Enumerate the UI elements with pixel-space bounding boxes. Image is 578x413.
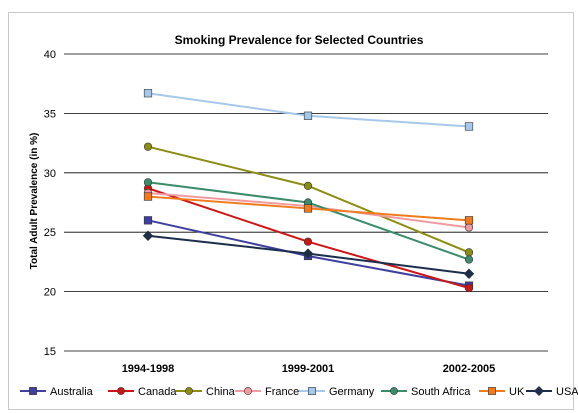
- chart-frame: [8, 12, 574, 410]
- data-point: [303, 204, 313, 213]
- x-tick-label: 1999-2001: [282, 363, 335, 375]
- legend-item: Australia: [20, 386, 94, 398]
- data-point: [303, 181, 313, 190]
- data-point: [143, 142, 153, 151]
- legend-item: UK: [479, 386, 525, 398]
- series-layer: [142, 89, 475, 293]
- legend-label: Canada: [138, 386, 177, 398]
- data-point: [390, 387, 398, 395]
- data-point: [185, 387, 193, 395]
- data-point: [303, 111, 313, 120]
- legend-label: Australia: [50, 386, 94, 398]
- legend-label: China: [206, 386, 236, 398]
- y-tick-label: 25: [44, 227, 56, 239]
- data-point: [143, 89, 153, 98]
- y-tick-label: 35: [44, 108, 56, 120]
- data-point: [488, 387, 496, 395]
- data-point: [143, 178, 153, 187]
- series-usa: [142, 230, 475, 280]
- chart-title: Smoking Prevalence for Selected Countrie…: [175, 33, 424, 47]
- legend-item: South Africa: [381, 386, 471, 398]
- data-point: [464, 283, 474, 293]
- data-point: [308, 387, 316, 395]
- series-germany: [143, 89, 474, 131]
- data-point: [464, 216, 474, 225]
- y-tick-label: 30: [44, 168, 56, 180]
- y-axis-label: Total Adult Prevalence (in %): [29, 133, 40, 270]
- legend-label: UK: [509, 386, 525, 398]
- series-canada: [143, 184, 474, 293]
- legend-label: South Africa: [411, 386, 471, 398]
- data-point: [143, 216, 153, 225]
- legend-label: USA: [556, 386, 578, 398]
- data-point: [463, 268, 475, 280]
- grid-layer: 15 20 25 30 35 40 1994-1998 1999-2001 2002-2005: [44, 49, 548, 375]
- data-point: [464, 255, 474, 264]
- legend-label: France: [265, 386, 299, 398]
- x-tick-label: 1994-1998: [122, 363, 175, 375]
- data-point: [303, 237, 313, 246]
- data-point: [464, 122, 474, 131]
- data-point: [143, 192, 153, 201]
- series-uk: [143, 192, 474, 225]
- data-point: [142, 230, 154, 241]
- x-tick-label: 2002-2005: [443, 363, 496, 375]
- legend-item: Germany: [299, 386, 375, 398]
- y-tick-label: 20: [44, 287, 56, 299]
- legend-item: Canada: [108, 386, 177, 398]
- legend-item: France: [235, 386, 299, 398]
- y-tick-label: 15: [44, 346, 56, 358]
- data-point: [464, 223, 474, 232]
- series-china: [143, 142, 474, 257]
- data-point: [117, 387, 125, 395]
- data-point: [244, 387, 252, 395]
- legend-item: China: [176, 386, 236, 398]
- legend-item: USA: [526, 385, 578, 398]
- legend-label: Germany: [329, 386, 375, 398]
- series-line: [147, 92, 470, 128]
- data-point: [464, 248, 474, 257]
- series-south-africa: [143, 178, 474, 264]
- data-point: [29, 387, 37, 395]
- legend: Australia Canada China France Germany South A…: [20, 385, 578, 398]
- data-point: [302, 248, 314, 259]
- y-tick-label: 40: [44, 49, 56, 61]
- data-point: [533, 385, 545, 397]
